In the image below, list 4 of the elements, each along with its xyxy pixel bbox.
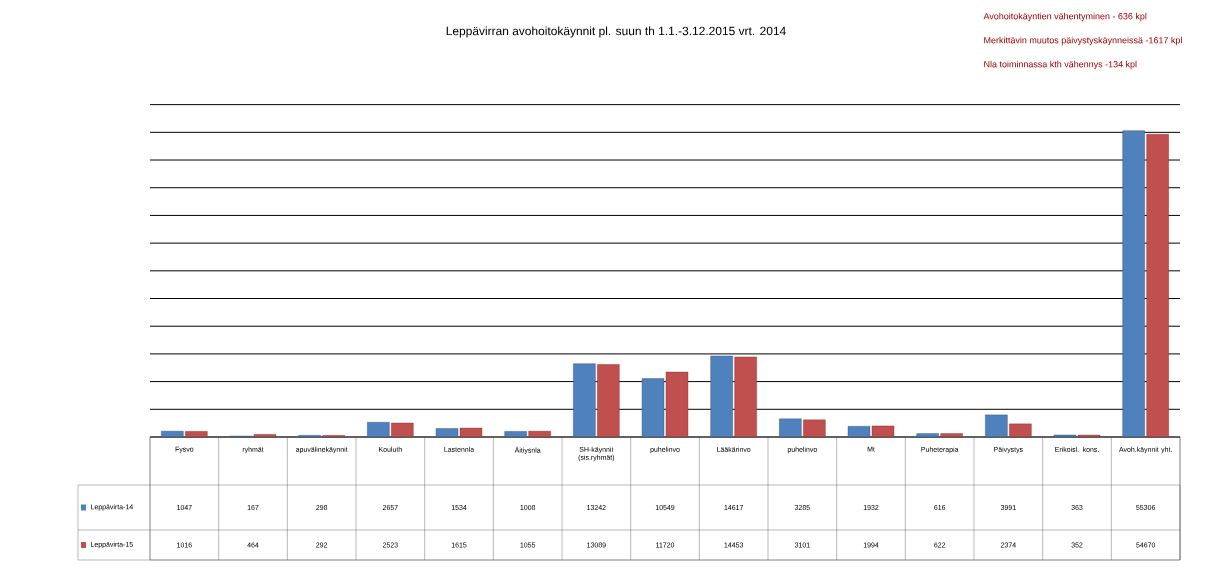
text: Nla toiminnassa kth vähennys -134 kpl: [984, 60, 1137, 70]
text: Avohoitokäyntien vähentyminen - 636 kpl: [983, 12, 1147, 22]
text: Merkittävin muutos päivystyskäynneissä -1617 kpl: [984, 36, 1182, 46]
chart-title: Leppävirran avohoitokäynnit pl. suun th 1.1.-3.12.2015 vrt. 2014: [446, 26, 786, 38]
